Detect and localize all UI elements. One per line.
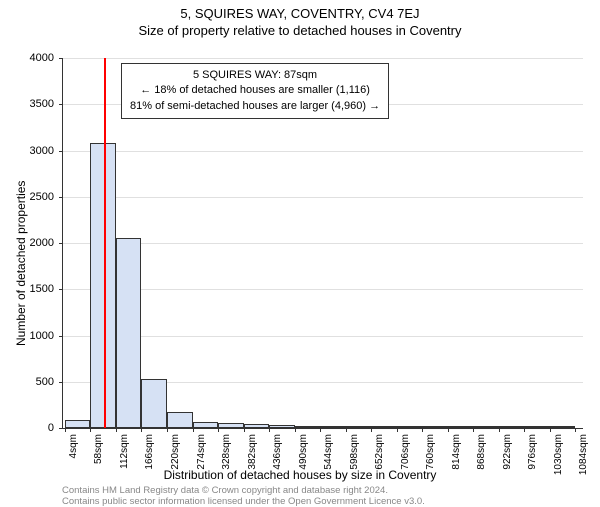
x-tick-mark: [550, 428, 551, 432]
gridline: [63, 197, 583, 198]
x-tick-mark: [218, 428, 219, 432]
histogram-bar: [116, 238, 142, 428]
chart-plot-area: 4sqm58sqm112sqm166sqm220sqm274sqm328sqm3…: [62, 58, 583, 429]
x-tick-label: 922sqm: [502, 434, 513, 470]
histogram-bar: [524, 426, 550, 428]
histogram-bar: [448, 426, 474, 428]
x-tick-mark: [65, 428, 66, 432]
histogram-bar: [244, 424, 270, 428]
x-tick-label: 598sqm: [349, 434, 360, 470]
y-tick-label: 3000: [30, 145, 54, 157]
y-tick-mark: [59, 336, 63, 337]
histogram-bar: [499, 426, 525, 428]
histogram-bar: [218, 423, 244, 428]
x-tick-mark: [448, 428, 449, 432]
property-marker-line: [104, 58, 106, 428]
gridline: [63, 151, 583, 152]
x-tick-label: 544sqm: [323, 434, 334, 470]
histogram-bar: [473, 426, 499, 428]
x-tick-mark: [269, 428, 270, 432]
x-tick-mark: [295, 428, 296, 432]
x-tick-mark: [90, 428, 91, 432]
y-tick-mark: [59, 382, 63, 383]
x-tick-mark: [575, 428, 576, 432]
x-tick-mark: [397, 428, 398, 432]
histogram-bar: [320, 426, 346, 428]
histogram-bar: [193, 422, 219, 428]
annotation-box: 5 SQUIRES WAY: 87sqm← 18% of detached ho…: [121, 63, 389, 119]
histogram-bar: [167, 412, 193, 428]
histogram-bar: [141, 379, 167, 428]
histogram-bar: [269, 425, 295, 428]
x-tick-mark: [524, 428, 525, 432]
y-tick-mark: [59, 243, 63, 244]
y-tick-mark: [59, 197, 63, 198]
y-tick-labels: 05001000150020002500300035004000: [0, 58, 58, 428]
histogram-bar: [346, 426, 372, 428]
x-tick-mark: [371, 428, 372, 432]
x-tick-label: 706sqm: [400, 434, 411, 470]
x-tick-label: 220sqm: [170, 434, 181, 470]
x-tick-label: 760sqm: [425, 434, 436, 470]
y-tick-label: 2000: [30, 237, 54, 249]
credit-line-2: Contains public sector information licen…: [62, 496, 425, 507]
x-tick-label: 4sqm: [68, 434, 79, 458]
histogram-bar: [295, 426, 321, 428]
x-tick-mark: [320, 428, 321, 432]
y-tick-label: 2500: [30, 191, 54, 203]
x-tick-label: 814sqm: [451, 434, 462, 470]
y-tick-label: 1500: [30, 283, 54, 295]
histogram-bar: [422, 426, 448, 428]
annotation-line-1: 5 SQUIRES WAY: 87sqm: [130, 68, 380, 83]
x-tick-label: 868sqm: [476, 434, 487, 470]
x-tick-label: 490sqm: [298, 434, 309, 470]
y-tick-mark: [59, 151, 63, 152]
x-tick-label: 274sqm: [196, 434, 207, 470]
x-tick-label: 652sqm: [374, 434, 385, 470]
x-tick-label: 436sqm: [272, 434, 283, 470]
gridline: [63, 58, 583, 59]
chart-title: 5, SQUIRES WAY, COVENTRY, CV4 7EJ: [0, 6, 600, 21]
x-tick-label: 166sqm: [144, 434, 155, 470]
x-axis-label: Distribution of detached houses by size …: [0, 468, 600, 482]
y-tick-label: 4000: [30, 52, 54, 64]
histogram-bar: [397, 426, 423, 428]
y-tick-mark: [59, 58, 63, 59]
x-tick-mark: [141, 428, 142, 432]
y-tick-label: 0: [48, 422, 54, 434]
x-tick-mark: [346, 428, 347, 432]
histogram-bar: [65, 420, 91, 428]
y-tick-mark: [59, 428, 63, 429]
y-tick-label: 1000: [30, 330, 54, 342]
x-tick-mark: [422, 428, 423, 432]
y-tick-mark: [59, 289, 63, 290]
x-tick-mark: [167, 428, 168, 432]
x-tick-mark: [244, 428, 245, 432]
annotation-line-2: ← 18% of detached houses are smaller (1,…: [130, 83, 380, 98]
x-tick-mark: [116, 428, 117, 432]
chart-subtitle: Size of property relative to detached ho…: [0, 23, 600, 38]
credit-line-1: Contains HM Land Registry data © Crown c…: [62, 485, 388, 496]
x-tick-label: 382sqm: [247, 434, 258, 470]
x-tick-mark: [193, 428, 194, 432]
annotation-line-3: 81% of semi-detached houses are larger (…: [130, 99, 380, 114]
x-tick-label: 328sqm: [221, 434, 232, 470]
x-tick-label: 58sqm: [93, 434, 104, 464]
y-tick-mark: [59, 104, 63, 105]
histogram-bar: [550, 426, 576, 428]
x-tick-mark: [499, 428, 500, 432]
y-tick-label: 500: [36, 376, 54, 388]
x-tick-label: 112sqm: [119, 434, 130, 469]
x-tick-label: 976sqm: [527, 434, 538, 470]
x-tick-mark: [473, 428, 474, 432]
histogram-bar: [371, 426, 397, 428]
y-tick-label: 3500: [30, 98, 54, 110]
